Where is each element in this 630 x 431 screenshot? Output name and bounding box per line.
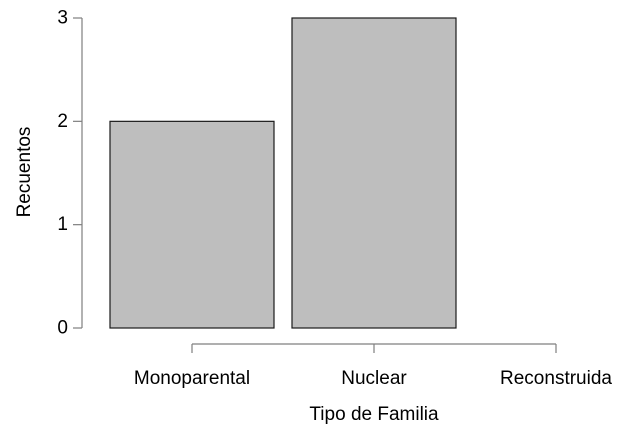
bar-monoparental bbox=[109, 120, 275, 329]
y-axis: 0 1 2 3 bbox=[57, 8, 83, 339]
x-tick-label: Nuclear bbox=[341, 368, 407, 389]
x-axis: Monoparental Nuclear Reconstruida bbox=[134, 343, 612, 389]
y-tick-label: 3 bbox=[57, 8, 68, 29]
x-axis-title: Tipo de Familia bbox=[309, 404, 439, 425]
y-tick-label: 2 bbox=[57, 111, 68, 132]
x-tick-label: Monoparental bbox=[134, 368, 250, 389]
bar-nuclear bbox=[291, 17, 457, 329]
x-tick-label: Reconstruida bbox=[500, 368, 612, 389]
y-tick-label: 0 bbox=[57, 318, 68, 339]
y-tick-label: 1 bbox=[57, 214, 68, 235]
bars-group bbox=[109, 17, 457, 329]
y-axis-title: Recuentos bbox=[14, 127, 35, 218]
